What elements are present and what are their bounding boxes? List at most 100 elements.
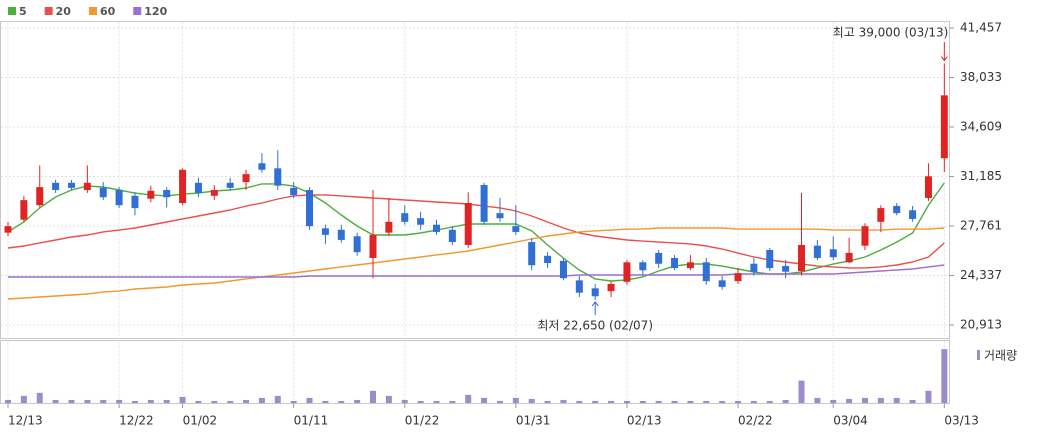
- legend-label: 5: [19, 5, 27, 18]
- candle-body: [559, 260, 567, 279]
- volume-legend-label: 거래량: [984, 349, 1017, 363]
- candle-body: [369, 234, 377, 258]
- volume-bar: [877, 397, 884, 403]
- candle-body: [99, 187, 107, 198]
- volume-bar: [671, 400, 678, 403]
- volume-bar: [147, 399, 154, 403]
- volume-bar: [417, 400, 424, 403]
- volume-bar: [100, 399, 107, 403]
- volume-bar: [481, 397, 488, 403]
- candle-body: [893, 205, 901, 214]
- volume-bar: [814, 397, 821, 403]
- volume-bar: [925, 390, 932, 403]
- candle-body: [734, 273, 742, 282]
- volume-bar: [893, 397, 900, 403]
- candle-body: [4, 226, 12, 233]
- legend-swatch: [8, 7, 16, 15]
- candle-body: [163, 190, 171, 198]
- candle-body: [290, 187, 298, 196]
- candle-body: [115, 190, 123, 206]
- candle-body: [353, 236, 361, 253]
- candle-body: [67, 182, 75, 188]
- candle-body: [861, 226, 869, 246]
- volume-bar: [243, 399, 250, 403]
- x-tick-label: 02/22: [738, 414, 773, 428]
- candle-body: [385, 221, 393, 233]
- volume-bar: [830, 399, 837, 403]
- volume-bar: [131, 400, 138, 403]
- y-tick-label: 27,761: [960, 219, 1002, 233]
- volume-bar: [227, 400, 234, 403]
- candle-body: [36, 187, 44, 206]
- candle-body: [242, 174, 250, 183]
- candle-body: [194, 182, 202, 193]
- y-tick-label: 20,913: [960, 318, 1002, 332]
- volume-bar: [782, 399, 789, 403]
- volume-bar: [211, 400, 218, 403]
- volume-bar: [433, 400, 440, 403]
- candle-body: [702, 262, 710, 282]
- volume-bar: [36, 392, 43, 403]
- volume-bar: [116, 399, 123, 403]
- candle-body: [496, 213, 504, 219]
- legend-swatch: [88, 7, 97, 15]
- volume-bar: [735, 400, 742, 403]
- y-tick-label: 24,337: [960, 268, 1002, 282]
- volume-bar: [338, 400, 345, 403]
- legend-swatch: [44, 7, 53, 15]
- annotation-arrowhead: [940, 56, 948, 62]
- volume-bar: [750, 400, 757, 403]
- volume-bar: [179, 396, 186, 403]
- x-tick-label: 01/22: [405, 414, 440, 428]
- volume-bar: [274, 395, 281, 403]
- x-tick-label: 12/22: [119, 414, 154, 428]
- volume-bar: [401, 399, 408, 403]
- candle-body: [52, 182, 60, 191]
- candle-body: [877, 208, 885, 222]
- volume-bar: [608, 400, 615, 403]
- candle-body: [607, 283, 615, 292]
- x-tick-label: 01/11: [294, 414, 329, 428]
- x-tick-label: 12/13: [8, 414, 43, 428]
- candle-body: [718, 280, 726, 287]
- candle-body: [782, 265, 790, 272]
- volume-pane: [0, 340, 950, 404]
- x-tick-label: 01/31: [516, 414, 551, 428]
- candle-body: [845, 252, 853, 263]
- candle-body: [401, 213, 409, 222]
- volume-bar: [465, 394, 472, 403]
- volume-bar: [290, 400, 297, 403]
- candle-body: [655, 252, 663, 264]
- volume-bar: [861, 397, 868, 403]
- candle-body: [686, 262, 694, 269]
- y-tick-label: 34,609: [960, 120, 1002, 134]
- candle-body: [544, 255, 552, 264]
- candle-body: [813, 245, 821, 258]
- volume-bar: [576, 400, 583, 403]
- volume-bar: [306, 397, 313, 403]
- candle-body: [671, 257, 679, 269]
- volume-bar: [84, 399, 91, 403]
- candle-body: [575, 280, 583, 293]
- volume-bar: [496, 400, 503, 403]
- volume-bar: [52, 399, 59, 403]
- volume-bar: [370, 390, 377, 403]
- candle-body: [306, 190, 314, 227]
- y-tick-label: 41,457: [960, 21, 1002, 35]
- candle-body: [591, 288, 599, 297]
- legend-label: 120: [144, 5, 167, 18]
- candle-body: [480, 184, 488, 222]
- volume-legend-swatch: [977, 350, 980, 360]
- x-tick-label: 03/04: [833, 414, 868, 428]
- candle-body: [448, 229, 456, 243]
- candle-body: [337, 229, 345, 240]
- price-pane: [0, 21, 950, 339]
- volume-bar: [258, 397, 265, 403]
- y-tick-label: 38,033: [960, 70, 1002, 84]
- volume-bar: [766, 400, 773, 403]
- candle-body: [623, 262, 631, 282]
- volume-bar: [687, 400, 694, 403]
- candle-body: [20, 200, 28, 220]
